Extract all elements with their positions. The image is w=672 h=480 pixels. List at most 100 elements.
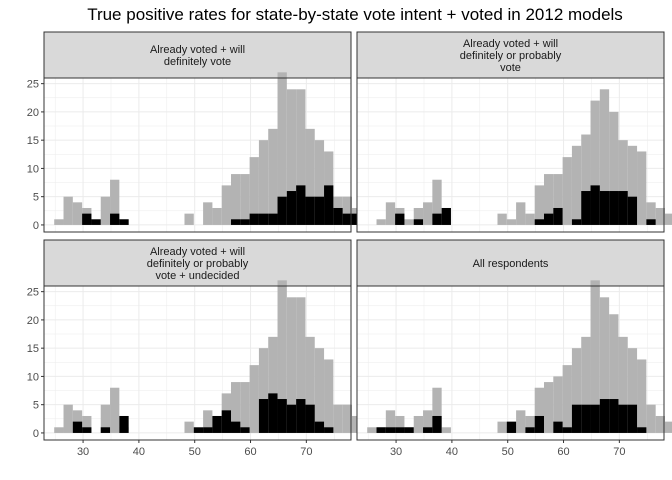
bar-subset bbox=[544, 213, 554, 225]
bar-subset bbox=[441, 207, 451, 225]
bar-overall bbox=[314, 140, 325, 225]
bar-subset bbox=[395, 427, 405, 433]
facet-strip bbox=[43, 239, 352, 287]
bar-subset bbox=[637, 427, 647, 433]
bar-subset bbox=[212, 415, 222, 433]
bar-overall bbox=[590, 100, 600, 225]
facet-strip-label: vote bbox=[500, 62, 521, 74]
bar-overall bbox=[637, 359, 647, 433]
bar-overall bbox=[534, 185, 545, 225]
bar-overall bbox=[506, 219, 517, 225]
x-tick-label: 50 bbox=[502, 446, 514, 458]
y-tick-label: 10 bbox=[27, 371, 39, 383]
bar-overall bbox=[581, 134, 591, 225]
panel-border bbox=[43, 77, 352, 233]
bar-subset bbox=[404, 427, 414, 433]
bar-overall bbox=[637, 151, 647, 225]
facet-strip-label: definitely vote bbox=[164, 56, 231, 68]
bar-overall bbox=[249, 365, 259, 433]
bar-overall bbox=[664, 421, 672, 433]
bar-subset bbox=[240, 219, 250, 225]
bar-subset bbox=[203, 427, 213, 433]
facet-strip-label: All respondents bbox=[473, 258, 549, 270]
bar-subset bbox=[423, 427, 433, 433]
x-tick-label: 40 bbox=[446, 446, 458, 458]
bar-overall bbox=[342, 404, 352, 433]
facet-strip bbox=[356, 239, 665, 287]
bar-overall bbox=[646, 202, 656, 225]
bar-overall bbox=[413, 207, 424, 225]
bar-subset bbox=[333, 207, 343, 225]
facet-strip bbox=[43, 31, 352, 79]
bar-subset bbox=[305, 196, 315, 225]
bar-subset bbox=[268, 393, 278, 433]
bar-overall bbox=[497, 421, 507, 433]
bar-subset bbox=[506, 421, 517, 433]
bar-subset bbox=[525, 427, 535, 433]
bar-subset bbox=[72, 421, 83, 433]
bar-overall bbox=[100, 196, 111, 225]
bar-subset bbox=[231, 421, 241, 433]
bar-overall bbox=[385, 410, 396, 433]
bar-overall bbox=[305, 336, 315, 433]
bar-overall bbox=[258, 348, 269, 433]
y-tick-label: 25 bbox=[27, 287, 39, 299]
bar-subset bbox=[249, 213, 259, 225]
bar-overall bbox=[203, 202, 213, 225]
bar-overall bbox=[258, 140, 269, 225]
bar-overall bbox=[184, 421, 194, 433]
x-tick-label: 70 bbox=[300, 446, 312, 458]
bar-overall bbox=[534, 387, 545, 433]
bar-subset bbox=[193, 427, 204, 433]
bar-overall bbox=[618, 336, 628, 433]
y-tick-label: 10 bbox=[27, 163, 39, 175]
bar-subset bbox=[590, 185, 600, 225]
bar-overall bbox=[423, 202, 433, 225]
facet-panel: All respondents 30 40 50 60 70 bbox=[356, 239, 672, 458]
bar-overall bbox=[82, 415, 92, 433]
bar-subset bbox=[314, 196, 325, 225]
bar-subset bbox=[609, 191, 619, 225]
bar-subset bbox=[221, 410, 232, 433]
bar-overall bbox=[618, 140, 628, 225]
bar-overall bbox=[296, 297, 306, 433]
bar-subset bbox=[534, 219, 545, 225]
bar-subset bbox=[286, 191, 297, 225]
bar-subset bbox=[119, 219, 129, 225]
bar-subset bbox=[571, 219, 582, 225]
bar-overall bbox=[277, 72, 287, 225]
bar-subset bbox=[609, 399, 619, 433]
bar-overall bbox=[54, 427, 64, 433]
y-tick-label: 5 bbox=[33, 192, 39, 204]
bar-overall bbox=[516, 410, 526, 433]
y-tick-label: 25 bbox=[27, 79, 39, 91]
chart-title: True positive rates for state-by-state v… bbox=[87, 5, 623, 24]
bar-subset bbox=[110, 213, 120, 225]
bar-overall bbox=[646, 404, 656, 433]
bar-overall bbox=[627, 348, 638, 433]
bar-overall bbox=[544, 382, 554, 433]
bar-subset bbox=[268, 213, 278, 225]
bar-subset bbox=[395, 213, 405, 225]
bar-subset bbox=[581, 404, 591, 433]
bar-overall bbox=[609, 314, 619, 433]
bar-subset bbox=[342, 213, 352, 225]
bar-overall bbox=[571, 348, 582, 433]
bar-overall bbox=[581, 336, 591, 433]
bar-subset bbox=[646, 219, 656, 225]
x-tick-label: 70 bbox=[613, 446, 625, 458]
bar-overall bbox=[432, 179, 442, 225]
bar-overall bbox=[395, 415, 405, 433]
bar-overall bbox=[110, 387, 120, 433]
bar-subset bbox=[231, 219, 241, 225]
bar-overall bbox=[231, 382, 241, 433]
bar-overall bbox=[590, 280, 600, 433]
bar-subset bbox=[82, 213, 92, 225]
panel-border bbox=[43, 285, 352, 441]
panel-border bbox=[356, 77, 665, 233]
bar-overall bbox=[441, 427, 451, 433]
bar-overall bbox=[333, 404, 343, 433]
